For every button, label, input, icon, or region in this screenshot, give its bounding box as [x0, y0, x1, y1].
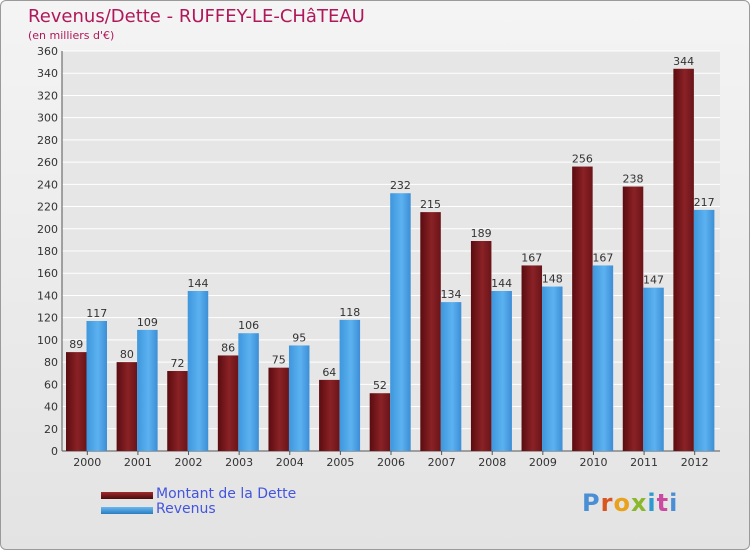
bar-revenus: [440, 302, 462, 451]
bar-revenus: [288, 345, 310, 451]
bar-dette: [622, 186, 644, 452]
data-label-dette: 89: [69, 338, 83, 351]
y-tick-label: 140: [37, 289, 58, 302]
bar-revenus: [643, 287, 664, 451]
bar-dette: [470, 241, 492, 451]
data-label-revenus: 148: [542, 273, 563, 286]
chart-title: Revenus/Dette - RUFFEY-LE-CHâTEAU: [28, 6, 365, 27]
data-label-dette: 167: [521, 251, 542, 264]
y-tick-label: 120: [37, 312, 58, 325]
bar-dette: [116, 362, 138, 451]
bar-dette: [319, 379, 340, 451]
y-tick-label: 300: [37, 112, 58, 125]
y-tick-label: 180: [37, 245, 58, 258]
bar-dette: [167, 371, 188, 451]
data-label-revenus: 117: [86, 307, 107, 320]
bar-revenus: [491, 291, 512, 451]
bar-dette: [521, 265, 543, 451]
bar-dette: [369, 393, 391, 451]
x-tick-label: 2006: [377, 456, 405, 469]
y-tick-label: 280: [37, 134, 58, 147]
y-tick-label: 80: [44, 356, 58, 369]
data-label-revenus: 232: [390, 179, 411, 192]
x-tick-label: 2004: [276, 456, 304, 469]
data-label-revenus: 134: [441, 288, 462, 301]
data-label-revenus: 106: [238, 319, 259, 332]
y-tick-label: 0: [51, 445, 58, 458]
data-label-revenus: 118: [339, 306, 360, 319]
y-tick-label: 60: [44, 378, 58, 391]
bar-revenus: [542, 286, 563, 451]
data-label-dette: 189: [471, 227, 492, 240]
data-label-revenus: 144: [491, 277, 512, 290]
data-label-revenus: 109: [137, 316, 158, 329]
bar-revenus: [137, 329, 158, 451]
y-tick-label: 100: [37, 334, 58, 347]
bar-dette: [217, 355, 239, 451]
y-tick-label: 340: [37, 67, 58, 80]
x-tick-label: 2001: [124, 456, 152, 469]
bar-revenus: [592, 265, 614, 451]
y-tick-label: 160: [37, 267, 58, 280]
x-tick-label: 2011: [630, 456, 658, 469]
data-label-dette: 238: [623, 173, 644, 186]
bar-revenus: [86, 321, 107, 451]
y-tick-label: 40: [44, 401, 58, 414]
x-tick-label: 2000: [73, 456, 101, 469]
y-tick-label: 20: [44, 423, 58, 436]
bar-revenus: [187, 291, 209, 451]
bar-revenus: [339, 319, 361, 451]
bar-dette: [66, 352, 87, 451]
x-tick-label: 2003: [225, 456, 253, 469]
x-tick-label: 2005: [326, 456, 354, 469]
data-label-revenus: 167: [592, 251, 613, 264]
data-label-dette: 75: [272, 354, 286, 367]
legend-swatch-dette: [101, 492, 153, 499]
x-tick-label: 2007: [428, 456, 456, 469]
chart-subtitle: (en milliers d'€): [28, 29, 115, 42]
data-label-revenus: 144: [187, 277, 208, 290]
data-label-dette: 215: [420, 198, 441, 211]
bar-revenus: [390, 193, 411, 451]
legend-label-dette: Montant de la Dette: [156, 486, 297, 502]
x-tick-label: 2008: [478, 456, 506, 469]
data-label-dette: 52: [373, 379, 387, 392]
x-tick-label: 2010: [579, 456, 607, 469]
x-tick-label: 2002: [175, 456, 203, 469]
data-label-dette: 64: [322, 366, 336, 379]
data-label-dette: 344: [673, 55, 694, 68]
legend-swatch-revenus: [101, 507, 153, 514]
legend-label-revenus: Revenus: [156, 501, 216, 517]
bar-dette: [420, 212, 441, 451]
data-label-dette: 80: [120, 348, 134, 361]
proxiti-logo: Proxiti: [582, 489, 679, 517]
y-tick-label: 360: [37, 45, 58, 58]
x-tick-label: 2012: [681, 456, 709, 469]
y-tick-label: 320: [37, 89, 58, 102]
y-tick-label: 220: [37, 201, 58, 214]
bar-dette: [572, 166, 593, 452]
y-tick-label: 240: [37, 178, 58, 191]
data-label-dette: 72: [170, 357, 184, 370]
data-label-revenus: 95: [292, 331, 306, 344]
data-label-revenus: 147: [643, 274, 664, 287]
y-tick-label: 200: [37, 223, 58, 236]
data-label-dette: 256: [572, 153, 593, 166]
y-tick-label: 260: [37, 156, 58, 169]
x-tick-label: 2009: [529, 456, 557, 469]
data-label-dette: 86: [221, 341, 235, 354]
bar-revenus: [693, 209, 715, 451]
bar-dette: [673, 68, 694, 452]
data-label-revenus: 217: [694, 196, 715, 209]
bar-dette: [268, 367, 289, 451]
bar-revenus: [238, 333, 259, 451]
